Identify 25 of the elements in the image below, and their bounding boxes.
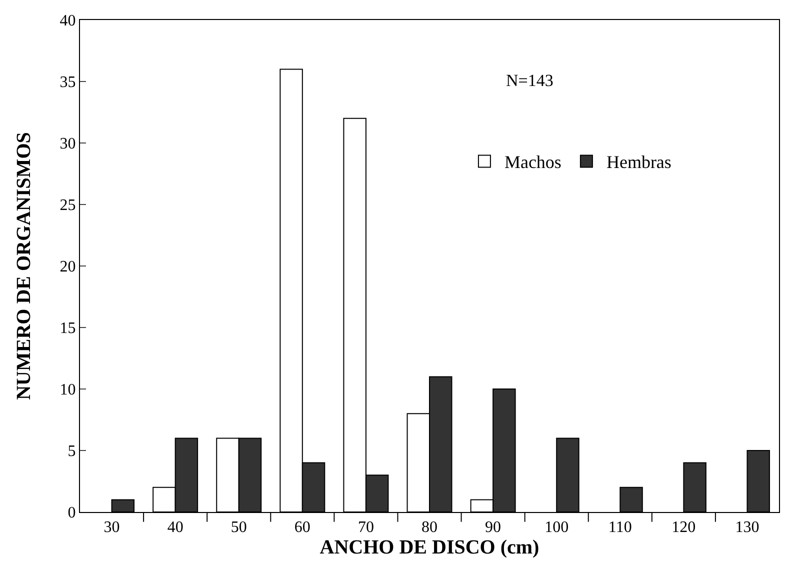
x-tick-label: 100 bbox=[544, 519, 569, 536]
annotation: N=143 bbox=[506, 71, 554, 90]
legend-label: Machos bbox=[504, 152, 562, 172]
y-tick-label: 20 bbox=[60, 258, 76, 276]
y-tick-label: 25 bbox=[60, 197, 76, 214]
x-tick-label: 120 bbox=[672, 519, 696, 536]
legend-label: Hembras bbox=[606, 152, 672, 172]
y-tick-label: 15 bbox=[60, 320, 76, 338]
y-tick-label: 0 bbox=[68, 504, 76, 522]
y-axis-title: NUMERO DE ORGANISMOS bbox=[13, 132, 35, 400]
y-tick-label: 5 bbox=[68, 443, 76, 460]
x-tick-label: 80 bbox=[422, 519, 438, 536]
x-tick-label: 60 bbox=[294, 519, 310, 536]
x-tick-label: 110 bbox=[608, 519, 632, 536]
y-tick-label: 35 bbox=[60, 74, 76, 92]
y-tick-label: 30 bbox=[60, 136, 76, 153]
x-tick-label: 50 bbox=[230, 519, 247, 536]
x-tick-label: 130 bbox=[735, 519, 760, 536]
y-tick-label: 40 bbox=[60, 12, 76, 30]
y-tick-label: 10 bbox=[60, 382, 76, 399]
x-axis-title: ANCHO DE DISCO (cm) bbox=[320, 536, 540, 559]
x-tick-label: 30 bbox=[104, 519, 120, 536]
x-tick-label: 70 bbox=[358, 519, 374, 536]
x-tick-label: 40 bbox=[167, 519, 184, 536]
x-tick-label: 90 bbox=[485, 519, 502, 536]
